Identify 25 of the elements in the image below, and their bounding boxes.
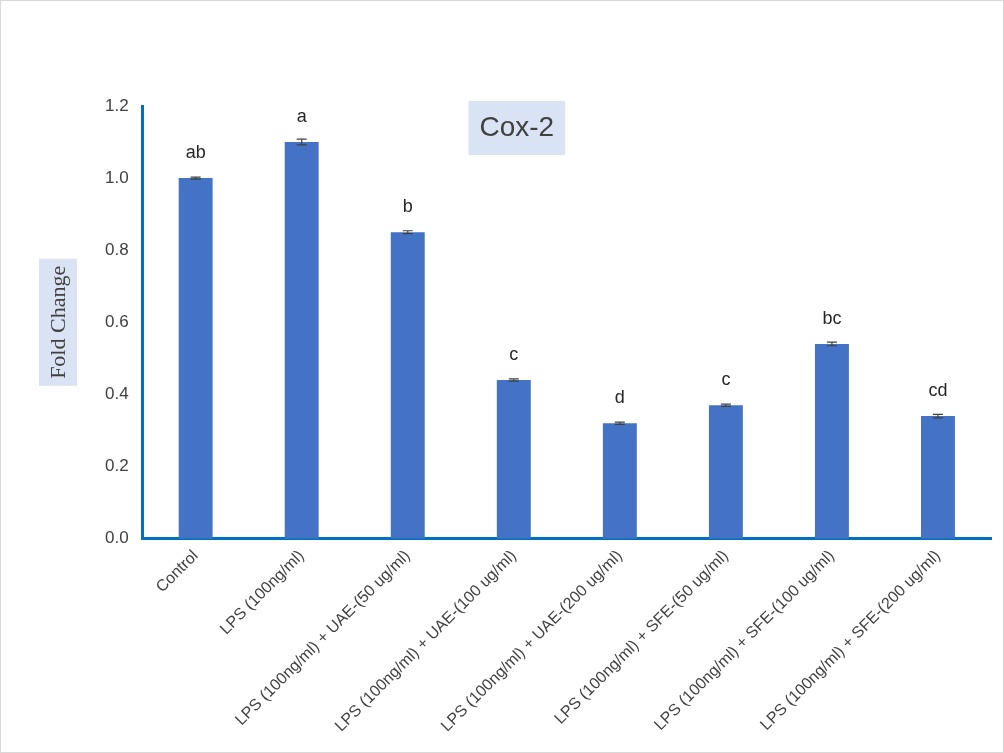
annotation: c <box>509 344 519 364</box>
y-tick-label: 1.0 <box>104 167 129 187</box>
annotation: d <box>614 387 625 408</box>
bar <box>390 232 425 539</box>
bar <box>496 380 531 539</box>
bar <box>921 416 955 539</box>
annotation: bc <box>822 307 842 328</box>
y-tick-label: 0.0 <box>104 528 129 548</box>
annotation: ab <box>185 142 206 163</box>
annotation: b <box>402 196 413 217</box>
bar <box>178 178 213 539</box>
bar <box>602 423 637 539</box>
y-tick-label: 0.6 <box>104 312 129 332</box>
annotation: a <box>296 106 308 127</box>
bar <box>284 142 319 539</box>
y-tick-label: 0.4 <box>104 384 129 404</box>
chart-title: Cox-2 <box>479 110 555 142</box>
y-tick-label: 0.8 <box>104 239 129 259</box>
y-tick-label: 0.2 <box>104 456 129 476</box>
y-axis-title: Fold Change <box>44 265 70 379</box>
annotation: cd <box>928 380 948 401</box>
y-tick-label: 1.2 <box>104 95 129 115</box>
bar <box>708 405 743 539</box>
bar <box>814 343 849 539</box>
annotation: c <box>721 369 731 390</box>
